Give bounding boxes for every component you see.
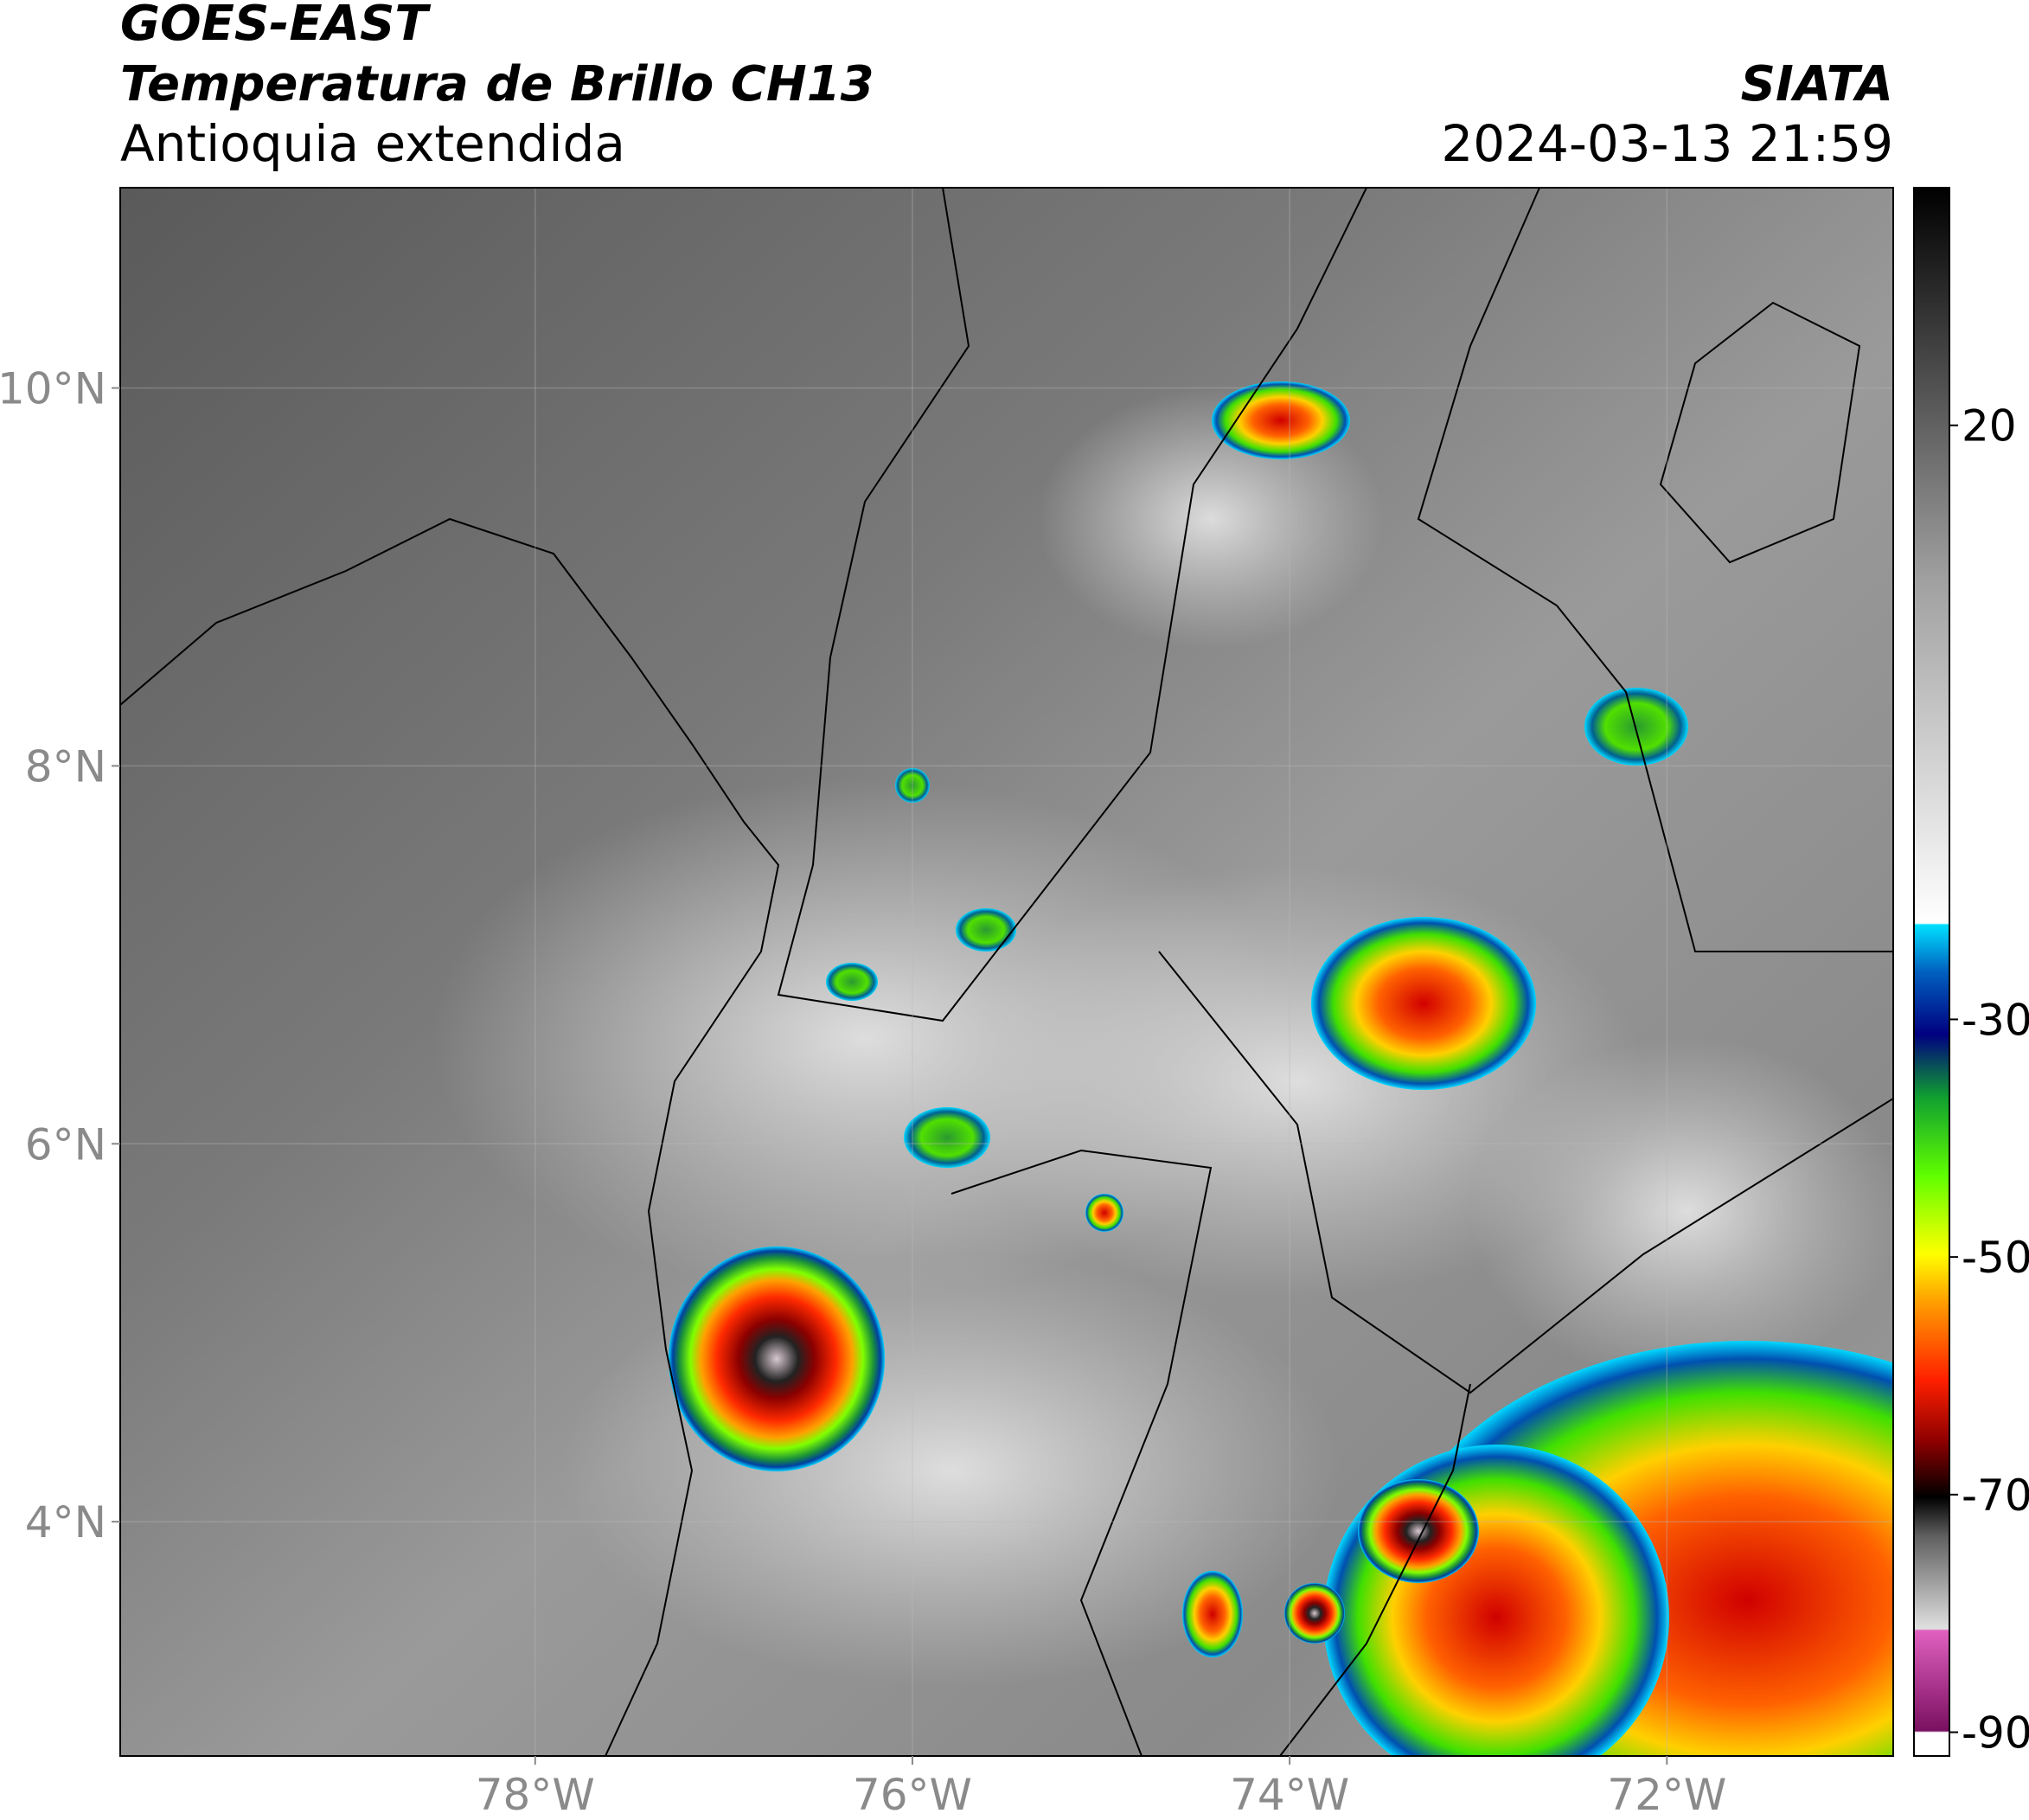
axis-labels: 78°W 76°W 74°W 72°W 10°N 8°N 6°N 4°N: [0, 364, 1726, 1820]
colorbar: [1913, 187, 1950, 1757]
colorbar-tick-label: 20: [1962, 401, 2017, 452]
colorbar-ticks: 20 -30 -50 -70 -90: [1949, 401, 2029, 1759]
y-tick-label: 4°N: [25, 1497, 106, 1548]
graticule: [120, 188, 1893, 1756]
subtitle: Temperatura de Brillo CH13: [120, 56, 874, 112]
satellite-image: [120, 188, 1893, 1756]
region: Antioquia extendida: [120, 114, 625, 173]
colorbar-tick-label: -50: [1962, 1233, 2029, 1283]
x-tick-label: 78°W: [476, 1770, 595, 1817]
y-tick-label: 6°N: [25, 1119, 106, 1170]
map-frame: [119, 187, 1894, 1757]
x-tick-label: 76°W: [853, 1770, 972, 1817]
x-tick-label: 72°W: [1607, 1770, 1726, 1817]
y-tick-label: 10°N: [0, 364, 106, 414]
y-tick-label: 8°N: [25, 741, 106, 791]
x-tick-label: 74°W: [1230, 1770, 1349, 1817]
source: SIATA: [1741, 56, 1893, 112]
title: GOES-EAST: [120, 0, 431, 52]
datetime: 2024-03-13 21:59: [1441, 114, 1893, 173]
colorbar-tick-label: -90: [1962, 1708, 2029, 1759]
colorbar-tick-label: -30: [1962, 995, 2029, 1045]
colorbar-tick-label: -70: [1962, 1471, 2029, 1521]
